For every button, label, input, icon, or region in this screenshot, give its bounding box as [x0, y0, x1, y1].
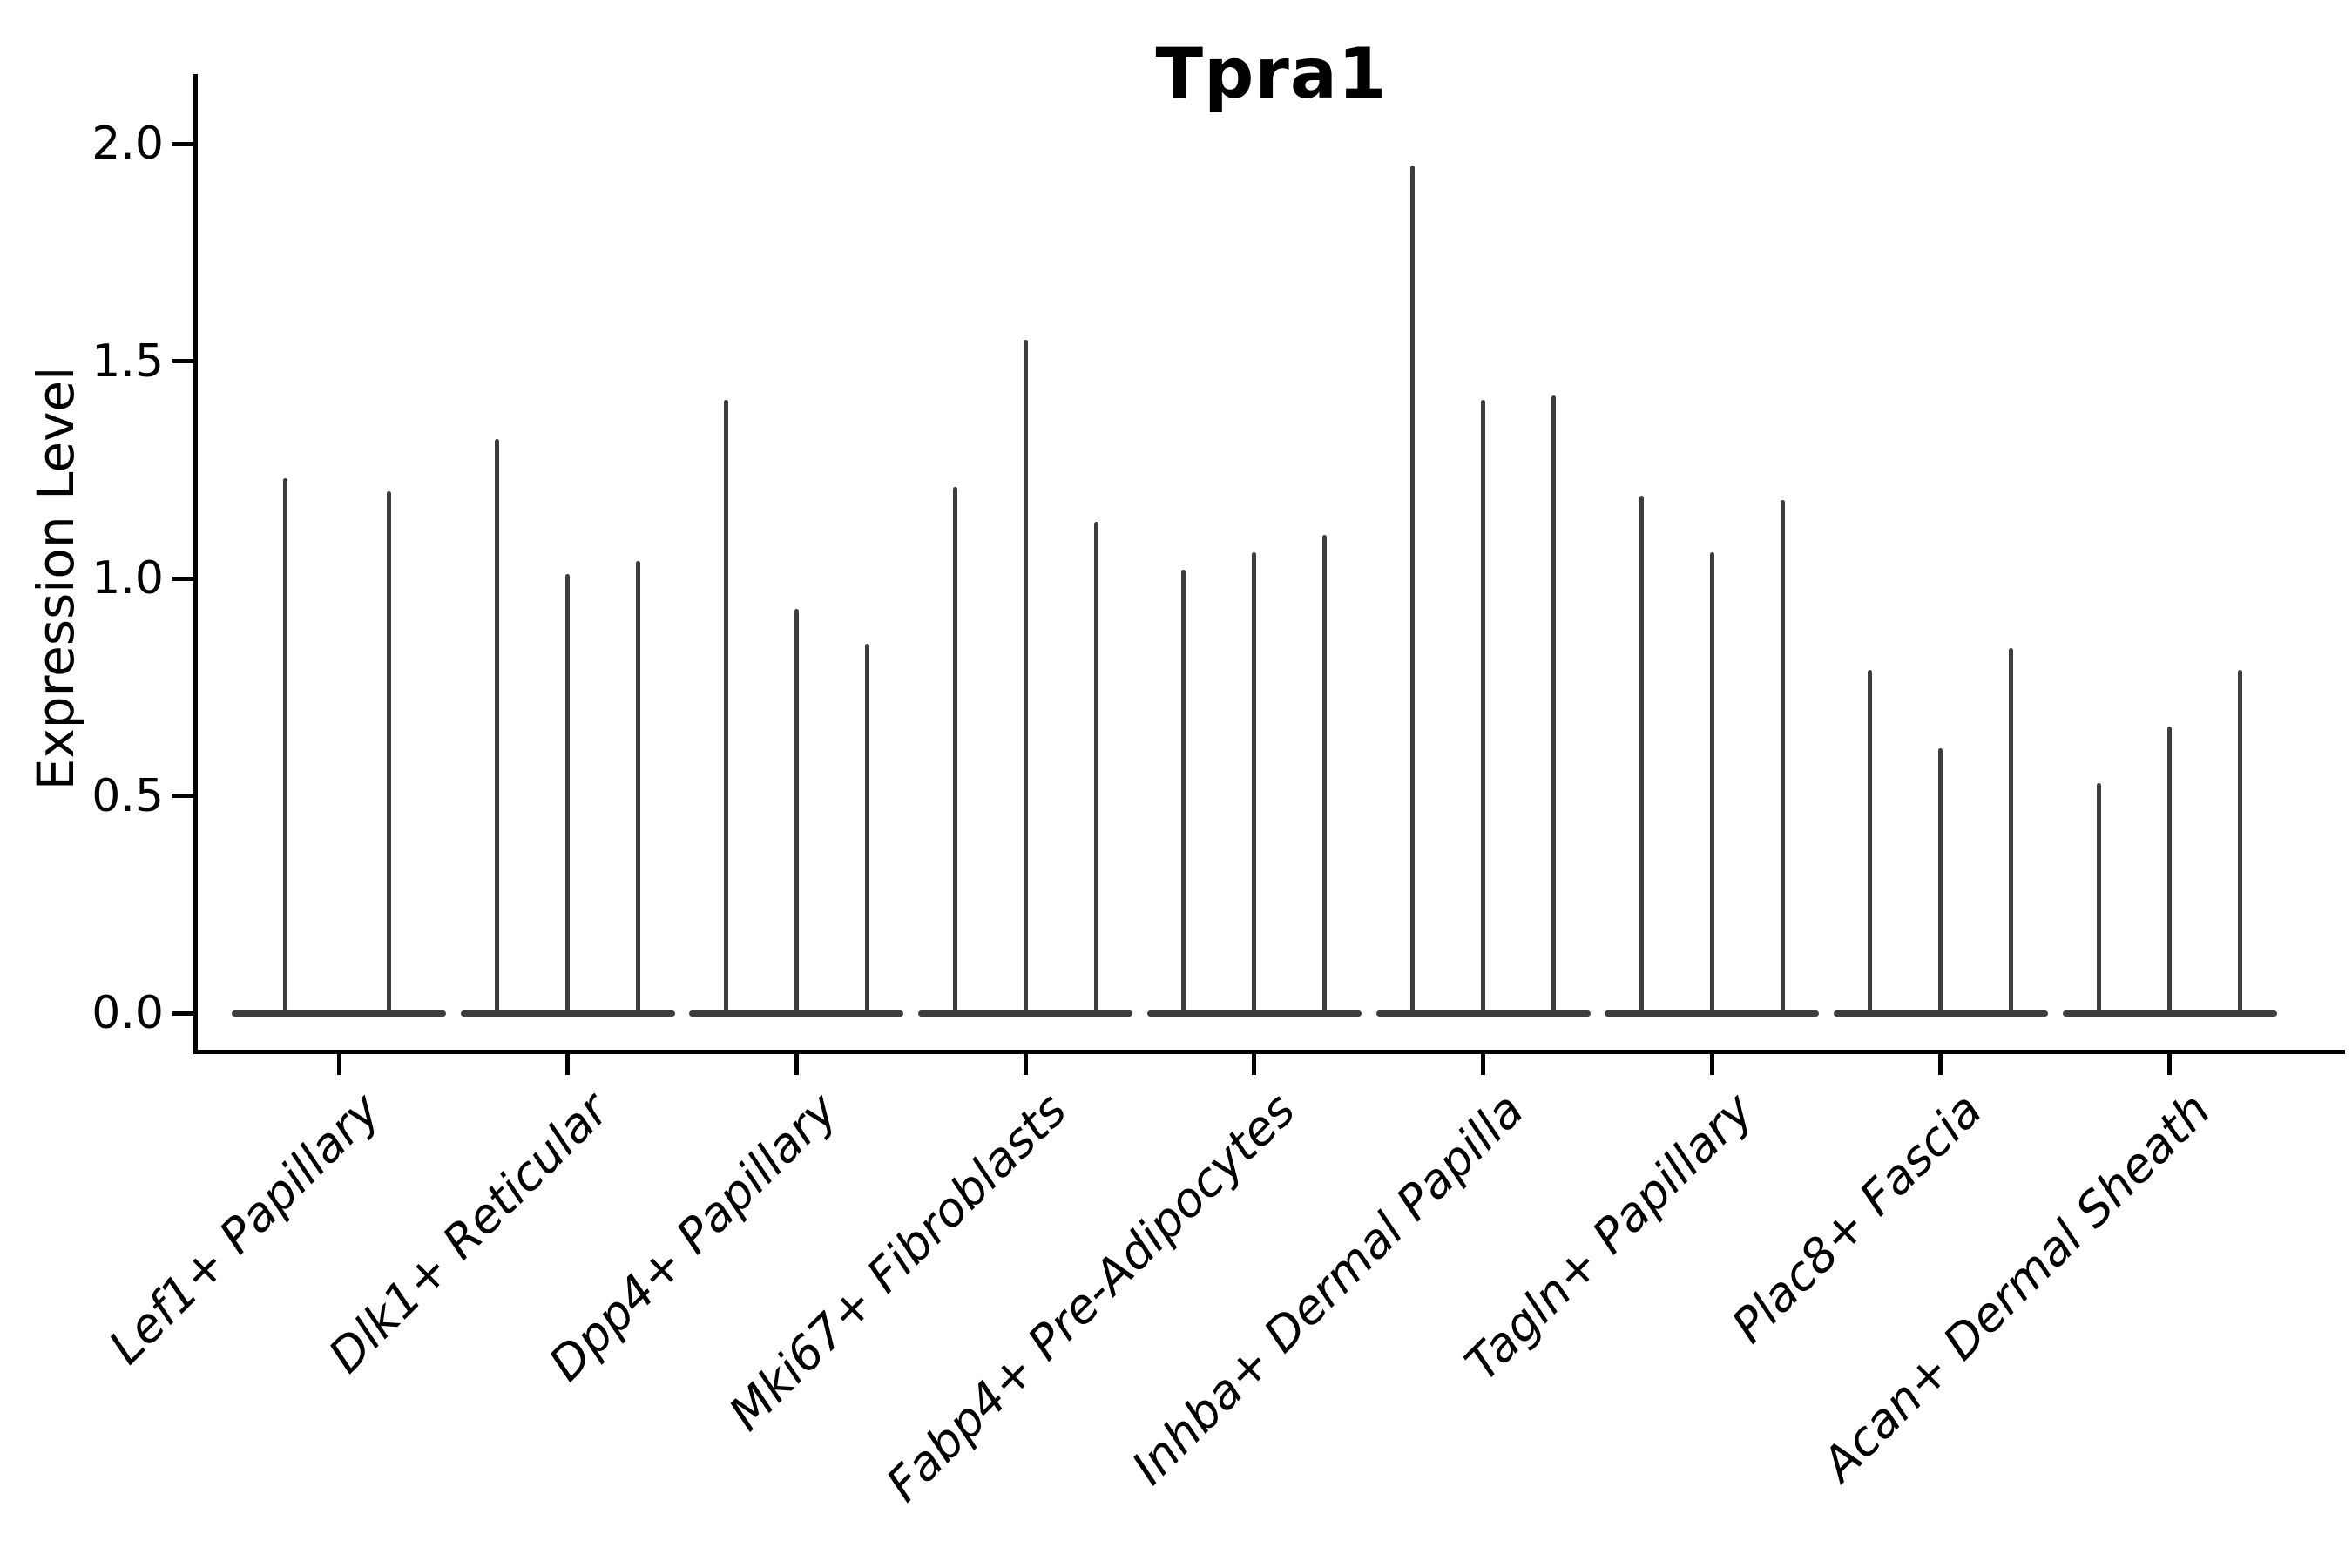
x-tick-mark: [1938, 1054, 1943, 1075]
violin-spike: [565, 574, 571, 1015]
violin-spike: [2009, 647, 2014, 1015]
violin-spike: [1938, 747, 1943, 1015]
violin-spike: [282, 478, 287, 1015]
violin-spike: [1551, 395, 1556, 1015]
y-axis-label: Expression Level: [26, 366, 85, 791]
x-tick-mark: [794, 1054, 799, 1075]
y-tick-mark: [172, 141, 193, 146]
violin-spike: [1093, 522, 1098, 1015]
violin-spike: [864, 643, 869, 1015]
x-tick-mark: [336, 1054, 341, 1075]
violin-spike: [1252, 552, 1257, 1015]
y-tick-label: 2.0: [91, 118, 164, 170]
x-tick-mark: [1252, 1054, 1257, 1075]
x-tick-label: Fabp4+ Pre-Adipocytes: [875, 1082, 1306, 1512]
violin-spike: [723, 400, 728, 1015]
violin-spike: [636, 561, 641, 1015]
x-tick-mark: [565, 1054, 571, 1075]
x-tick-mark: [1709, 1054, 1714, 1075]
violin-spike: [1023, 339, 1028, 1015]
x-tick-label: Plac8+ Fascia: [1720, 1082, 1992, 1354]
violin-base: [232, 1010, 446, 1017]
violin-spike: [952, 487, 957, 1015]
x-tick-mark: [1023, 1054, 1028, 1075]
violin-spike: [1181, 570, 1186, 1015]
violin-spike: [2097, 782, 2102, 1015]
x-tick-label: Inhba+ Dermal Papilla: [1121, 1082, 1535, 1496]
x-tick-mark: [1481, 1054, 1485, 1075]
x-axis-spine: [193, 1050, 2345, 1054]
y-tick-mark: [172, 359, 193, 363]
y-tick-mark: [172, 794, 193, 798]
violin-spike: [1709, 552, 1714, 1015]
violin-spike: [386, 491, 391, 1015]
y-tick-label: 1.0: [91, 552, 164, 605]
violin-spike: [794, 608, 799, 1015]
violin-spike: [1780, 500, 1785, 1015]
violin-spike: [2167, 726, 2173, 1015]
violin-spike: [1410, 165, 1415, 1015]
y-tick-mark: [172, 576, 193, 581]
y-tick-label: 0.0: [91, 987, 164, 1039]
x-tick-label: Acan+ Dermal Sheath: [1811, 1082, 2221, 1492]
violin-spike: [495, 439, 500, 1015]
violin-spike: [1868, 669, 1873, 1015]
violin-spike: [1639, 496, 1644, 1015]
y-tick-mark: [172, 1010, 193, 1016]
y-tick-label: 1.5: [91, 335, 164, 388]
violin-spike: [1481, 400, 1485, 1015]
violin-spike: [1322, 535, 1328, 1015]
violin-spike: [2238, 669, 2243, 1015]
chart-title: Tpra1: [1155, 33, 1388, 114]
x-tick-mark: [2167, 1054, 2173, 1075]
y-axis-spine: [193, 74, 198, 1054]
y-tick-label: 0.5: [91, 769, 164, 822]
